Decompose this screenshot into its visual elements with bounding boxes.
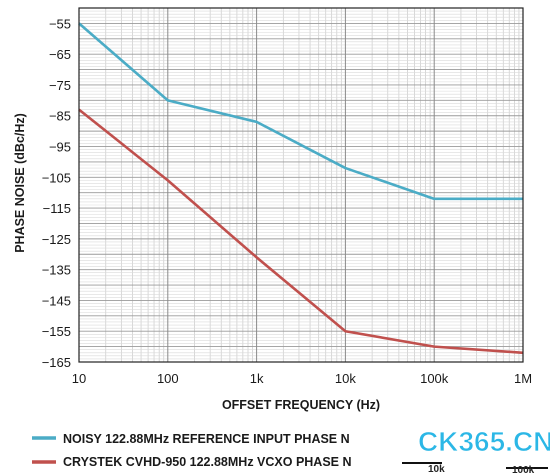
x-tick-label: 10 [72, 371, 86, 386]
y-tick-label: −115 [43, 201, 71, 216]
y-tick-label: −105 [42, 170, 71, 185]
y-tick-label: −145 [42, 293, 71, 308]
y-tick-label: −155 [42, 324, 71, 339]
y-tick-label: −75 [49, 78, 71, 93]
y-tick-label: −135 [42, 263, 71, 278]
y-axis-title: PHASE NOISE (dBc/Hz) [13, 113, 27, 253]
legend-label-reference: NOISY 122.88MHz REFERENCE INPUT PHASE N [63, 432, 350, 446]
legend-label-vcxo: CRYSTEK CVHD-950 122.88MHz VCXO PHASE N [63, 455, 352, 469]
series-line-vcxo [78, 108, 524, 355]
minor-gridlines [79, 8, 523, 362]
x-tick-label: 1M [514, 371, 532, 386]
y-tick-label: −95 [49, 140, 71, 155]
plot-frame [78, 7, 524, 363]
x-tick-label: 10k [335, 371, 356, 386]
watermark-logo-text: CK365.CN [418, 426, 550, 457]
x-tick-label: 100 [157, 371, 179, 386]
x-tick-labels: 10 100 1k 10k 100k 1M [72, 371, 532, 386]
watermark: 10k 100k CK365.CN [400, 420, 550, 473]
y-tick-label: −65 [49, 47, 71, 62]
y-tick-label: −55 [49, 16, 71, 31]
watermark-fragment-10k: 10k [428, 464, 445, 473]
series-line-reference [78, 22, 523, 201]
x-tick-label: 100k [420, 371, 449, 386]
x-axis-title: OFFSET FREQUENCY (Hz) [222, 398, 380, 412]
watermark-fragment-100k: 100k [512, 465, 535, 473]
y-tick-label: −165 [42, 355, 71, 370]
legend: NOISY 122.88MHz REFERENCE INPUT PHASE N … [32, 432, 352, 469]
y-tick-labels: −55 −65 −75 −85 −95 −105 −115 −125 −135 −145 −155 −… [42, 16, 71, 370]
y-tick-label: −85 [49, 109, 71, 124]
y-tick-label: −125 [42, 232, 71, 247]
series-layer [78, 22, 524, 355]
major-gridlines [78, 7, 524, 363]
x-tick-label: 1k [250, 371, 264, 386]
